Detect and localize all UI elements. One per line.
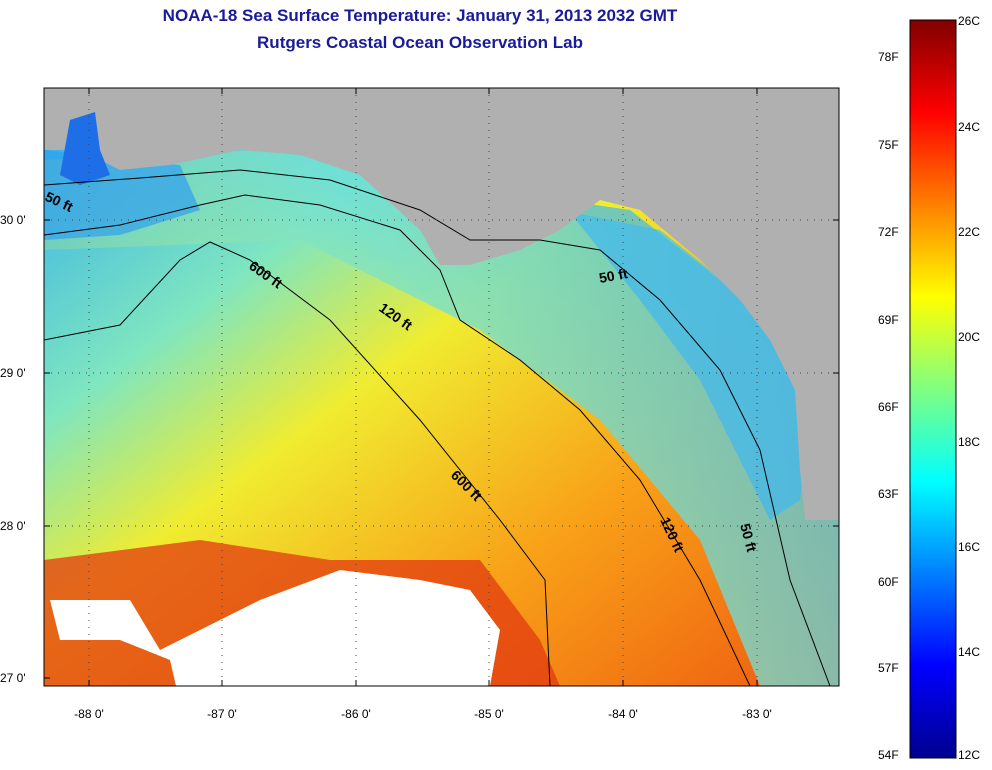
lat-label: 28 0' [0, 519, 26, 533]
colorbar-c-label: 12C [958, 748, 981, 762]
colorbar-c-label: 16C [958, 540, 981, 554]
map-title: NOAA-18 Sea Surface Temperature: January… [162, 6, 678, 25]
lat-label: 27 0' [0, 671, 26, 685]
map-area: 50 ft 600 ft 120 ft 50 ft 600 ft 120 ft … [44, 88, 839, 686]
contour-label: 50 ft [737, 522, 760, 554]
lon-label: -88 0' [74, 707, 104, 721]
colorbar-f-label: 57F [878, 661, 899, 675]
colorbar-c-label: 18C [958, 435, 981, 449]
colorbar-f-label: 66F [878, 400, 899, 414]
colorbar-f-label: 78F [878, 50, 899, 64]
colorbar [909, 19, 957, 759]
colorbar-f-label: 72F [878, 225, 899, 239]
colorbar-f-label: 60F [878, 575, 899, 589]
colorbar-c-label: 22C [958, 225, 981, 239]
lon-label: -84 0' [608, 707, 638, 721]
colorbar-f-label: 63F [878, 487, 899, 501]
lon-label: -85 0' [474, 707, 504, 721]
colorbar-c-label: 26C [958, 14, 981, 28]
colorbar-c-label: 24C [958, 120, 981, 134]
colorbar-f-label: 54F [878, 748, 899, 762]
lon-label: -87 0' [207, 707, 237, 721]
lon-label: -86 0' [341, 707, 371, 721]
contour-label: 50 ft [598, 265, 629, 286]
colorbar-c-label: 20C [958, 330, 981, 344]
lat-label: 29 0' [0, 366, 26, 380]
colorbar-f-label: 69F [878, 313, 899, 327]
lon-label: -83 0' [742, 707, 772, 721]
lat-label: 30 0' [0, 213, 26, 227]
colorbar-c-label: 14C [958, 645, 981, 659]
map-subtitle: Rutgers Coastal Ocean Observation Lab [257, 33, 583, 52]
colorbar-f-label: 75F [878, 138, 899, 152]
